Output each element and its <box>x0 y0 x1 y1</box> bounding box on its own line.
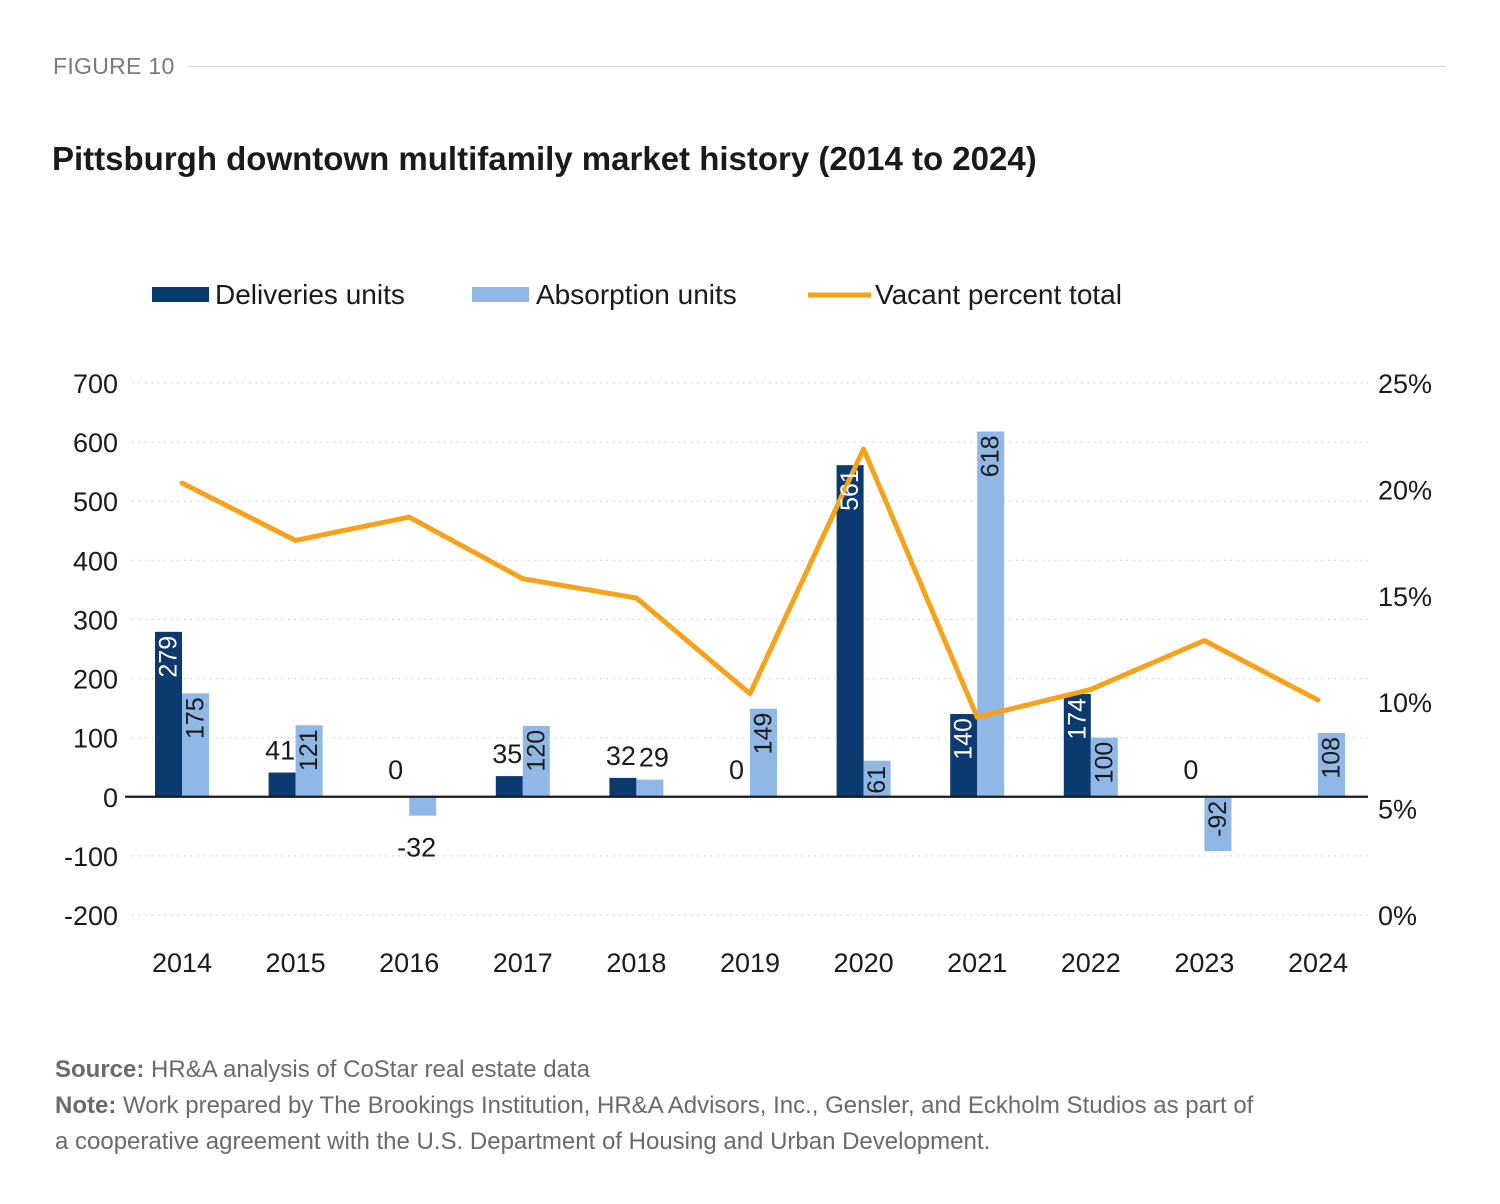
absorption-label: 175 <box>182 697 210 739</box>
absorption-bar <box>1090 737 1118 797</box>
deliveries-label: 140 <box>950 718 978 760</box>
data-labels: 279 41 0 35 32 0 561 140 174 0 175 121 -32 120 29 149 61… <box>155 435 1346 862</box>
legend-label-deliveries: Deliveries units <box>215 279 405 310</box>
y-right-tick-label: 20% <box>1378 475 1432 505</box>
note-text-1: Work prepared by The Brookings Instituti… <box>116 1092 1254 1119</box>
x-tick-label: 2021 <box>947 948 1007 978</box>
x-tick-label: 2020 <box>834 948 894 978</box>
absorption-label: 618 <box>977 435 1005 477</box>
deliveries-label: 174 <box>1063 698 1091 740</box>
absorption-bar <box>182 693 209 797</box>
absorption-bar <box>636 779 664 797</box>
note-label: Note: <box>55 1092 117 1119</box>
chart-title: Pittsburgh downtown multifamily market h… <box>52 140 1037 177</box>
deliveries-label: 561 <box>836 469 864 511</box>
note-line-2: a cooperative agreement with the U.S. De… <box>55 1128 991 1155</box>
legend-swatch-absorption <box>472 287 529 302</box>
deliveries-bar <box>268 772 296 797</box>
absorption-label: 149 <box>750 713 778 755</box>
figure-rule <box>188 66 1446 67</box>
y-right-tick-label: 15% <box>1378 582 1432 612</box>
vacancy-polyline <box>179 446 1321 720</box>
bars <box>155 431 1345 852</box>
deliveries-label: 32 <box>606 741 636 771</box>
x-tick-label: 2022 <box>1061 948 1121 978</box>
y-right-tick-label: 5% <box>1378 795 1417 825</box>
absorption-bar <box>522 725 550 797</box>
deliveries-bar <box>609 777 637 797</box>
x-tick-label: 2017 <box>493 948 553 978</box>
y-right-tick-label: 0% <box>1378 901 1417 931</box>
legend-swatch-deliveries <box>152 287 209 302</box>
y-left-tick-label: 0 <box>103 783 118 813</box>
note-line: Note: Work prepared by The Brookings Ins… <box>55 1088 1455 1124</box>
absorption-label: -32 <box>397 833 436 863</box>
absorption-bar <box>863 760 891 797</box>
vacancy-line <box>179 446 1321 720</box>
absorption-label: 29 <box>639 743 669 773</box>
source-text: HR&A analysis of CoStar real estate data <box>144 1056 590 1083</box>
deliveries-label: 279 <box>155 636 183 678</box>
x-tick-label: 2024 <box>1288 948 1348 978</box>
y-left-tick-label: -100 <box>64 842 118 872</box>
absorption-label: 108 <box>1318 737 1346 779</box>
y-left-tick-label: 300 <box>73 605 118 635</box>
x-tick-label: 2016 <box>379 948 439 978</box>
y-left-tick-label: 700 <box>73 369 118 399</box>
y-right-tick-label: 10% <box>1378 688 1432 718</box>
deliveries-bar <box>836 465 864 797</box>
y-left-tick-label: -200 <box>64 901 118 931</box>
deliveries-label: 35 <box>492 739 522 769</box>
legend: Deliveries units Absorption units Vacant p… <box>152 279 1122 310</box>
source-line: Source: HR&A analysis of CoStar real est… <box>55 1052 1455 1088</box>
y-left-tick-label: 500 <box>73 487 118 517</box>
deliveries-label: 41 <box>265 736 295 766</box>
x-tick-label: 2018 <box>606 948 666 978</box>
x-tick-label: 2019 <box>720 948 780 978</box>
x-tick-label: 2014 <box>152 948 212 978</box>
figure-label: FIGURE 10 <box>53 53 175 79</box>
absorption-bar <box>1204 796 1232 852</box>
absorption-bar <box>295 725 323 797</box>
absorption-label: 100 <box>1090 742 1118 784</box>
absorption-label: -92 <box>1204 801 1232 837</box>
y-left-tick-label: 400 <box>73 546 118 576</box>
legend-label-absorption: Absorption units <box>536 279 737 310</box>
x-tick-label: 2023 <box>1174 948 1234 978</box>
absorption-bar <box>750 708 777 797</box>
deliveries-bar <box>950 714 978 797</box>
y-left-tick-label: 200 <box>73 665 118 695</box>
axis-labels: -200 -100 0 100 200 300 400 500 600 700 0% 5% 10% 15%… <box>64 369 1432 978</box>
legend-label-vacancy: Vacant percent total <box>875 279 1122 310</box>
y-left-tick-label: 100 <box>73 724 118 754</box>
source-label: Source: <box>55 1056 145 1083</box>
deliveries-label: 0 <box>729 755 744 785</box>
x-tick-label: 2015 <box>266 948 326 978</box>
deliveries-label: 0 <box>388 755 403 785</box>
deliveries-bar <box>155 631 182 797</box>
deliveries-label: 0 <box>1183 755 1198 785</box>
absorption-label: 61 <box>863 766 891 794</box>
deliveries-bar <box>495 776 523 797</box>
footer: Source: HR&A analysis of CoStar real est… <box>55 1052 1455 1160</box>
absorption-bar <box>977 431 1005 797</box>
absorption-bar <box>409 796 437 816</box>
deliveries-bar <box>1063 693 1091 797</box>
y-left-tick-label: 600 <box>73 428 118 458</box>
y-right-tick-label: 25% <box>1378 369 1432 399</box>
absorption-label: 120 <box>522 730 550 772</box>
absorption-bar <box>1318 732 1345 797</box>
absorption-label: 121 <box>295 729 323 771</box>
